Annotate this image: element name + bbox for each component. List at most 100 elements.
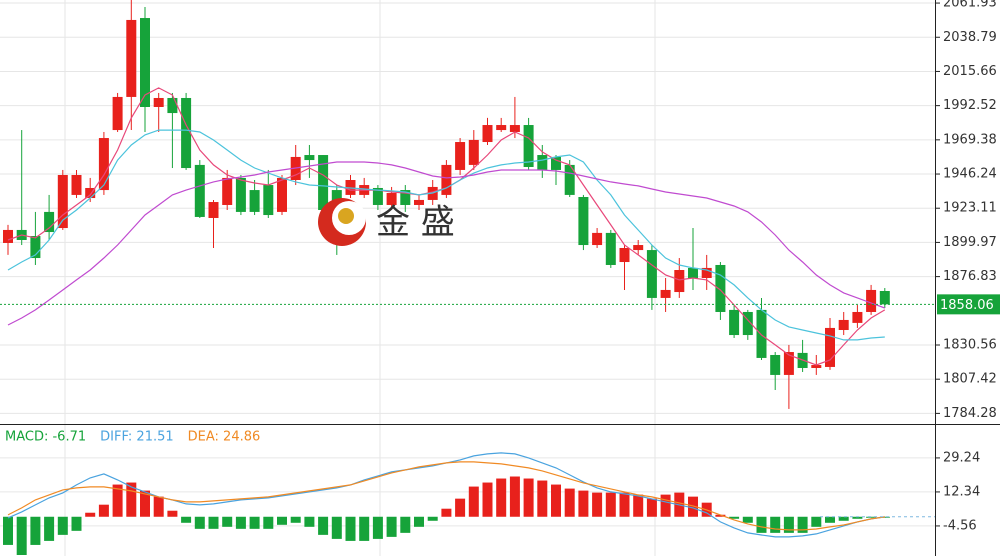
y-tick-label: 2038.79 — [943, 30, 997, 45]
histogram-bar — [496, 478, 507, 517]
histogram-bar — [57, 516, 68, 535]
candle-body — [509, 125, 520, 132]
histogram-bar — [140, 490, 150, 517]
indicator-line — [7, 129, 885, 341]
y-tick-label: 1899.97 — [943, 235, 997, 250]
histogram-bar — [646, 498, 657, 517]
y-tick-label: 1830.56 — [943, 337, 997, 352]
candle-body — [167, 97, 178, 114]
histogram-bar — [441, 508, 452, 517]
candle-body — [181, 97, 192, 169]
histogram-bar — [564, 488, 575, 517]
candle-body — [468, 139, 479, 165]
histogram-bar — [482, 482, 493, 517]
legend-entry: MACD: -6.71 — [5, 430, 86, 445]
histogram-bar — [688, 496, 698, 517]
y-tick-label: 1969.38 — [943, 132, 997, 147]
histogram-bar — [16, 516, 27, 555]
candle-body — [98, 138, 109, 191]
y-tick-label: 1992.52 — [943, 98, 997, 113]
histogram-bar — [592, 492, 603, 517]
histogram-bar — [811, 516, 822, 527]
candle-body — [194, 164, 205, 217]
histogram-bar — [71, 516, 82, 531]
candle-body — [235, 177, 246, 212]
histogram-bar — [126, 482, 137, 517]
histogram-bar — [825, 516, 835, 523]
y-tick-label: 1807.42 — [943, 372, 997, 387]
y-tick-label: 1923.11 — [943, 201, 997, 216]
candle-body — [249, 190, 260, 212]
histogram-bar — [523, 478, 534, 517]
indicator-line — [7, 461, 885, 531]
y-tick-label: 2061.93 — [943, 0, 997, 11]
candle-body — [688, 267, 698, 278]
y-tick-label: 12.34 — [943, 484, 980, 499]
candle-body — [318, 155, 329, 211]
candle-body — [57, 174, 68, 229]
candle-body — [140, 18, 150, 107]
candle-body — [866, 289, 877, 312]
indicator-line — [7, 452, 885, 538]
candle-body — [852, 311, 863, 323]
candle-body — [153, 97, 164, 107]
logo — [318, 198, 366, 246]
histogram-bar — [386, 516, 397, 537]
candle-body — [783, 352, 794, 375]
histogram-bar — [249, 516, 260, 529]
candle-body — [633, 245, 644, 251]
candle-body — [756, 309, 767, 358]
histogram-bar — [605, 492, 616, 517]
histogram-bar — [318, 516, 329, 535]
y-tick-label: 2015.66 — [943, 64, 997, 79]
candle-body — [715, 264, 726, 312]
histogram-bar — [866, 516, 877, 518]
candle-body — [400, 190, 411, 205]
histogram-bar — [277, 516, 287, 525]
y-tick-label: 29.24 — [943, 450, 980, 465]
candle-body — [85, 187, 96, 199]
candle-body — [605, 232, 616, 265]
candle-body — [825, 327, 835, 367]
candle-body — [660, 289, 671, 298]
histogram-bar — [783, 516, 794, 533]
candle-body — [701, 267, 712, 278]
histogram-bar — [208, 516, 219, 529]
candle-body — [455, 142, 466, 170]
histogram-bar — [797, 516, 808, 533]
candle-body — [551, 156, 561, 170]
candle-body — [263, 185, 274, 216]
price-label: 1858.06 — [940, 298, 994, 313]
price-label-bg — [937, 294, 1000, 315]
histogram-bar — [85, 512, 96, 517]
histogram-bar — [44, 516, 55, 541]
candle-body — [537, 155, 548, 170]
candle-body — [304, 155, 315, 161]
histogram-bar — [633, 494, 644, 517]
histogram-bar — [551, 484, 561, 517]
histogram-bar — [400, 516, 411, 533]
candle-body — [372, 187, 383, 205]
plot-area — [3, 0, 890, 409]
candle-body — [879, 290, 890, 305]
plot-layer — [0, 0, 935, 555]
candle-body — [112, 96, 123, 131]
candle-body — [578, 196, 589, 246]
histogram-bar — [414, 516, 424, 527]
histogram-bar — [30, 516, 41, 545]
histogram-bar — [578, 490, 589, 517]
candle-body — [386, 193, 397, 205]
legend-entry: DIFF: 21.51 — [100, 430, 174, 445]
y-tick-label: 1946.24 — [943, 167, 997, 182]
candle-body — [71, 174, 82, 195]
histogram-bar — [304, 516, 315, 527]
watermark: 金 盛 — [376, 203, 455, 243]
histogram-bar — [235, 516, 246, 529]
y-tick-label: 1784.28 — [943, 406, 997, 421]
histogram-bar — [112, 484, 123, 517]
histogram-bar — [98, 504, 109, 517]
candle-body — [44, 211, 55, 233]
histogram-bar — [756, 516, 767, 533]
